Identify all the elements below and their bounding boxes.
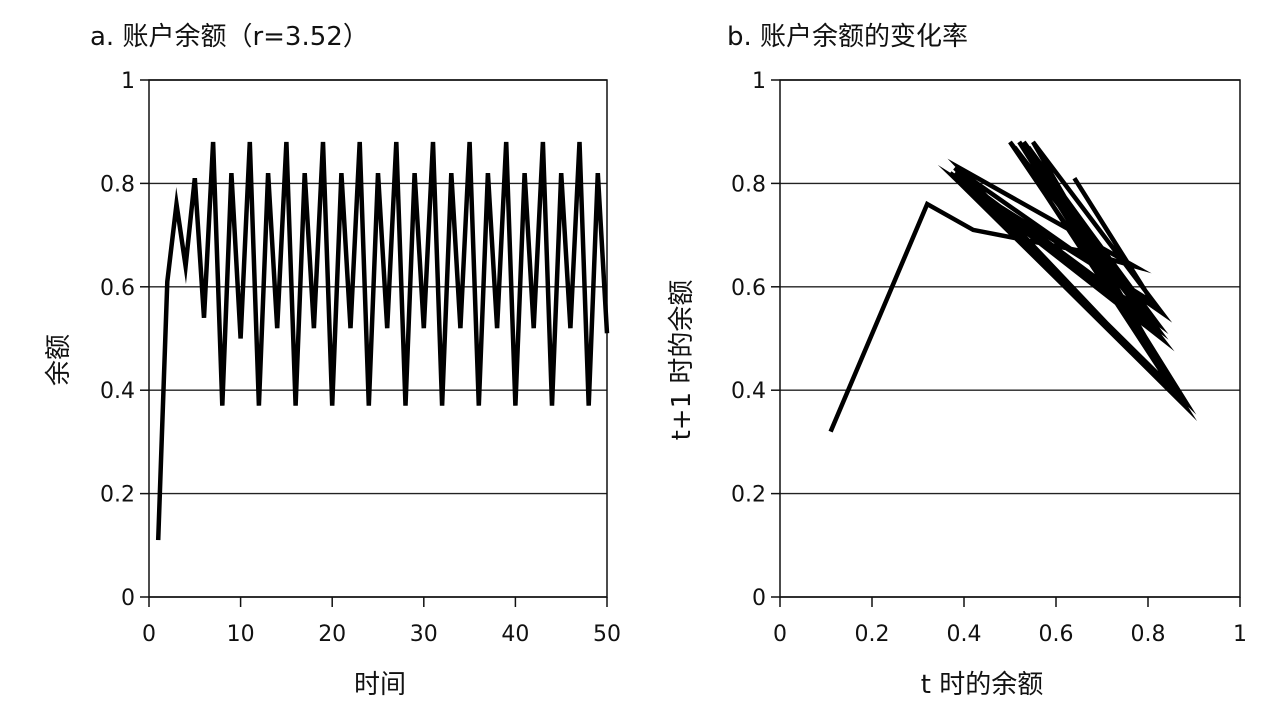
- x-tick-label: 40: [501, 622, 529, 647]
- panel-a-x-ticks: 0 10 20 30 40 50: [142, 597, 621, 647]
- panel-a-y-ticks: 0 0.2 0.4 0.6 0.8 1: [100, 69, 149, 611]
- panel-b-title: b. 账户余额的变化率: [727, 22, 968, 52]
- y-tick-label: 0.4: [731, 379, 766, 404]
- panel-b-y-axis-label: t+1 时的余额: [667, 280, 697, 441]
- x-tick-label: 1: [1233, 622, 1247, 647]
- x-tick-label: 10: [227, 622, 255, 647]
- panel-a-series-line: [155, 141, 610, 541]
- panel-b-x-ticks: 0 0.2 0.4 0.6 0.8 1: [773, 597, 1247, 647]
- panel-b-plot-frame: [779, 79, 1241, 598]
- x-tick-label: 20: [318, 622, 346, 647]
- y-tick-label: 0.2: [731, 483, 766, 508]
- panel-a-y-axis-label: 余额: [44, 334, 74, 386]
- x-tick-label: 0.6: [1039, 622, 1074, 647]
- y-tick-label: 0.4: [100, 379, 135, 404]
- x-tick-label: 0: [142, 622, 156, 647]
- x-tick-label: 30: [410, 622, 438, 647]
- panel-b: b. 账户余额的变化率 0 0.2 0.4 0.6 0.8 1 0 0.2 0.4 0.6 0.8…: [667, 22, 1247, 700]
- panel-a-gridlines: [149, 79, 607, 598]
- panel-a-plot-frame: [148, 79, 608, 598]
- y-tick-label: 0: [121, 586, 135, 611]
- panel-a-x-axis-label: 时间: [354, 670, 406, 700]
- y-tick-label: 1: [121, 69, 135, 94]
- y-tick-label: 0.2: [100, 483, 135, 508]
- panel-b-y-ticks: 0 0.2 0.4 0.6 0.8 1: [731, 69, 780, 611]
- x-tick-label: 0.4: [947, 622, 982, 647]
- y-tick-label: 0.8: [731, 172, 766, 197]
- panel-b-gridlines: [780, 79, 1240, 598]
- y-tick-label: 0.8: [100, 172, 135, 197]
- panel-a-title: a. 账户余额（r=3.52）: [90, 22, 369, 52]
- x-tick-label: 0.8: [1131, 622, 1166, 647]
- x-tick-label: 50: [593, 622, 621, 647]
- y-tick-label: 0: [752, 586, 766, 611]
- y-tick-label: 1: [752, 69, 766, 94]
- y-tick-label: 0.6: [731, 276, 766, 301]
- x-tick-label: 0: [773, 622, 787, 647]
- panel-a: a. 账户余额（r=3.52） 0 10 20 30 40 50 0 0.2 0.4 0.6 0.…: [44, 22, 621, 700]
- x-tick-label: 0.2: [855, 622, 890, 647]
- y-tick-label: 0.6: [100, 276, 135, 301]
- panel-b-series-line: [828, 140, 1198, 433]
- panel-b-x-axis-label: t 时的余额: [921, 670, 1043, 700]
